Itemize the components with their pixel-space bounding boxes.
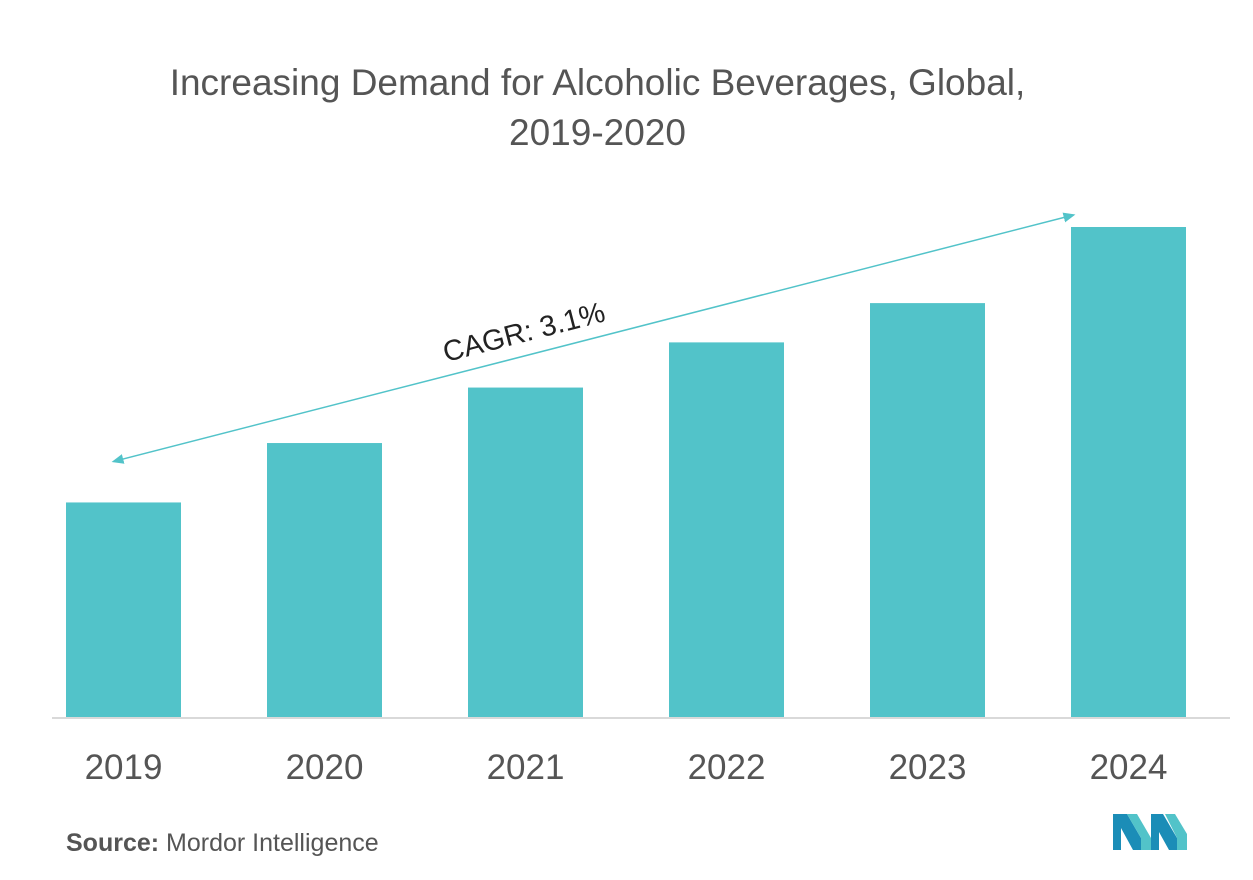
bars-layer: [66, 227, 1186, 718]
bar-2023: [870, 303, 985, 718]
bar-2024: [1071, 227, 1186, 718]
x-tick-label-2020: 2020: [286, 748, 364, 787]
bar-chart: 2019 2020 2021 2022 2023 2024 CAGR: 3.1%: [52, 212, 1230, 787]
bar-2020: [267, 443, 382, 718]
source-text: Mordor Intelligence: [159, 829, 379, 857]
x-tick-label-2023: 2023: [889, 748, 967, 787]
x-tick-label-2021: 2021: [487, 748, 565, 787]
chart-title: Increasing Demand for Alcoholic Beverage…: [0, 58, 1195, 158]
cagr-annotation: CAGR: 3.1%: [440, 297, 609, 369]
cagr-arrow: [111, 212, 1076, 464]
x-tick-labels: 2019 2020 2021 2022 2023 2024: [85, 748, 1168, 787]
mordor-intelligence-logo-icon: [1113, 814, 1187, 850]
x-tick-label-2024: 2024: [1090, 748, 1168, 787]
chart-title-line-1: Increasing Demand for Alcoholic Beverage…: [169, 62, 1026, 103]
source-note: Source: Mordor Intelligence: [66, 829, 379, 858]
source-label: Source:: [66, 829, 160, 857]
bar-2021: [468, 387, 583, 718]
x-tick-label-2019: 2019: [85, 748, 163, 787]
bar-2022: [669, 342, 784, 718]
chart-title-line-2: 2019-2020: [509, 112, 686, 153]
bar-2019: [66, 502, 181, 718]
x-tick-label-2022: 2022: [688, 748, 766, 787]
